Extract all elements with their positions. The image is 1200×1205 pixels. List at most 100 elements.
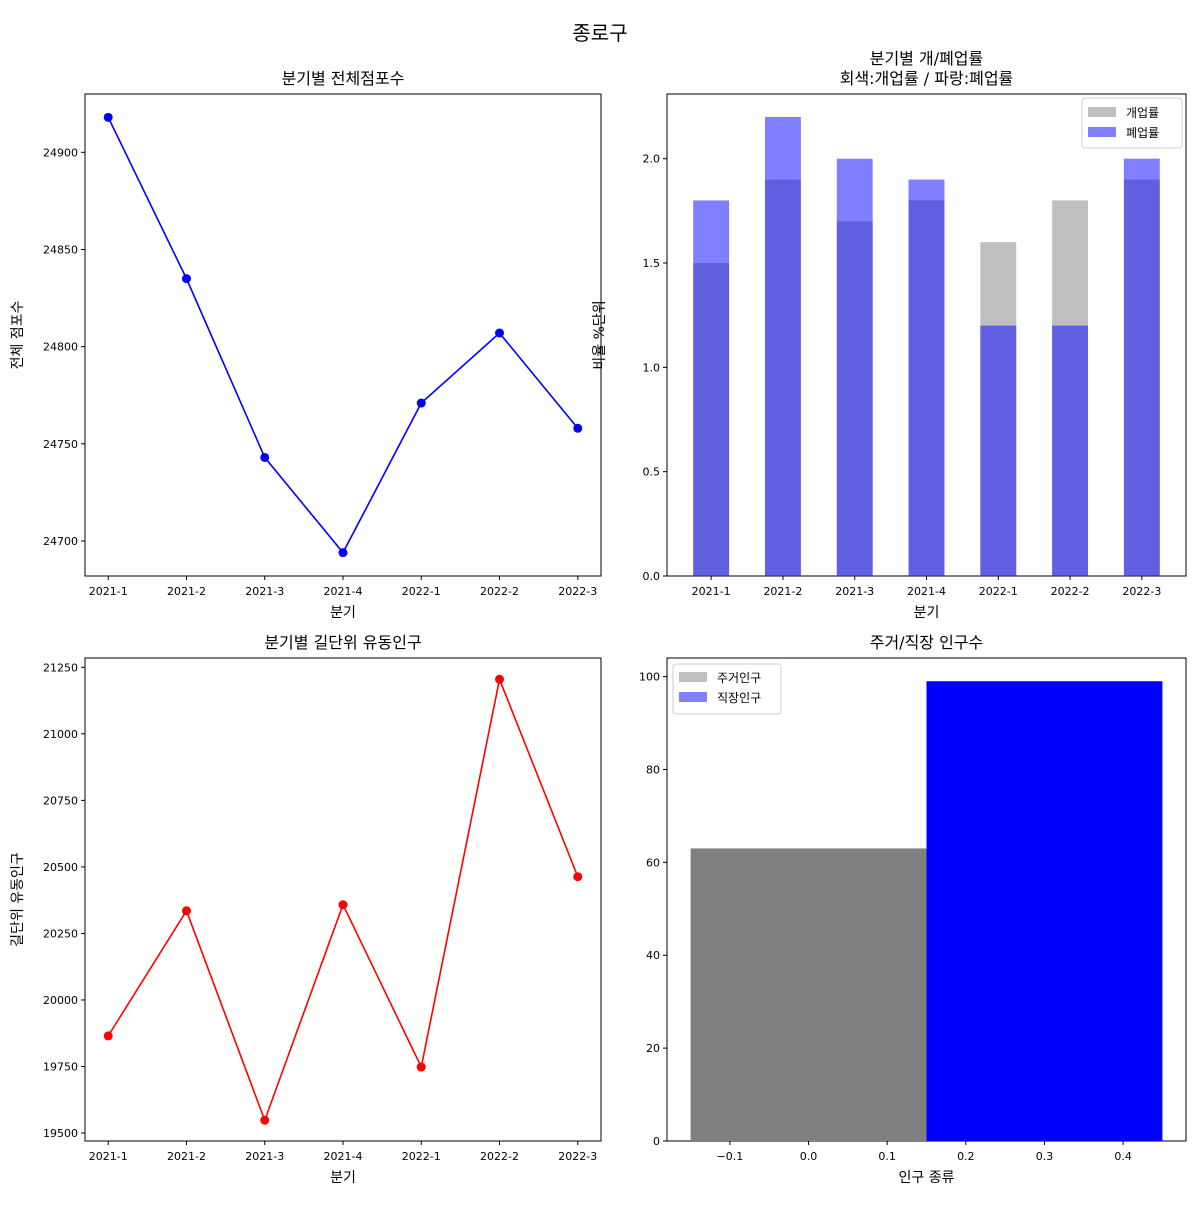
y-tick-label: 20500 — [43, 861, 78, 874]
y-tick-label: 0.5 — [643, 466, 661, 479]
y-tick-label: 80 — [646, 763, 660, 776]
data-point — [338, 900, 348, 910]
x-tick-label: 2022-2 — [480, 585, 519, 598]
bar-폐업률 — [1123, 158, 1160, 577]
y-tick-label: 24850 — [43, 243, 78, 256]
plot-frame — [84, 657, 602, 1142]
x-tick-label: 2022-2 — [480, 1150, 519, 1163]
x-tick-label: 2021-2 — [763, 585, 802, 598]
x-axis-label: 분기 — [330, 1170, 356, 1186]
data-point — [573, 872, 583, 882]
y-tick-label: 40 — [646, 949, 660, 962]
x-tick-label: 0.3 — [1036, 1150, 1054, 1163]
data-point — [260, 452, 270, 462]
data-point — [103, 112, 113, 122]
y-tick-label: 1.5 — [643, 257, 661, 270]
bar-폐업률 — [764, 116, 801, 576]
plot-frame — [84, 93, 602, 577]
x-tick-label: 0.1 — [878, 1150, 896, 1163]
x-axis-label: 분기 — [914, 605, 940, 621]
y-tick-label: 24800 — [43, 341, 78, 354]
x-tick-label: 2022-3 — [1122, 585, 1161, 598]
y-tick-label: 0 — [653, 1135, 660, 1148]
x-tick-label: 2022-1 — [402, 1150, 441, 1163]
x-tick-label: 2021-4 — [324, 1150, 363, 1163]
x-tick-label: 2022-1 — [979, 585, 1018, 598]
y-tick-label: 0.0 — [643, 570, 661, 583]
y-tick-label: 60 — [646, 856, 660, 869]
y-tick-label: 21250 — [43, 661, 78, 674]
x-tick-label: 2021-3 — [245, 1150, 284, 1163]
x-tick-label: 2022-1 — [402, 585, 441, 598]
series-line — [107, 116, 579, 555]
legend-swatch — [679, 672, 707, 682]
chart-title: 주거/직장 인구수 — [870, 633, 984, 652]
x-tick-label: 2021-4 — [324, 585, 363, 598]
x-tick-label: −0.1 — [717, 1150, 744, 1163]
series-line — [107, 676, 579, 1123]
data-point — [416, 398, 426, 408]
figure-title: 종로구 — [572, 21, 627, 45]
y-tick-label: 24700 — [43, 535, 78, 548]
x-tick-label: 2022-3 — [558, 585, 597, 598]
data-point — [260, 1115, 270, 1125]
y-tick-label: 20250 — [43, 927, 78, 940]
bar-폐업률 — [836, 158, 873, 577]
x-tick-label: 2022-3 — [558, 1150, 597, 1163]
chart-title: 분기별 길단위 유동인구 — [264, 633, 421, 652]
chart-subtitle: 회색:개업률 / 파랑:폐업률 — [840, 69, 1014, 88]
x-tick-label: 2021-2 — [167, 585, 206, 598]
x-axis-label: 분기 — [330, 605, 356, 621]
legend-label: 폐업률 — [1126, 126, 1159, 140]
x-tick-label: 2022-2 — [1051, 585, 1090, 598]
data-point — [181, 274, 191, 284]
legend-swatch — [1088, 107, 1116, 117]
x-tick-label: 2021-3 — [835, 585, 874, 598]
legend-label: 직장인구 — [717, 691, 761, 705]
legend-swatch — [1088, 127, 1116, 137]
data-point — [495, 328, 505, 338]
bar-주거인구 — [690, 848, 927, 1141]
y-tick-label: 19750 — [43, 1060, 78, 1073]
bar-폐업률 — [1052, 325, 1089, 576]
data-point — [495, 674, 505, 684]
bar-폐업률 — [980, 325, 1017, 576]
y-tick-label: 100 — [639, 671, 660, 684]
x-tick-label: 2021-1 — [692, 585, 731, 598]
y-axis-label: 길단위 유동인구 — [10, 852, 26, 947]
x-tick-label: 0.2 — [957, 1150, 975, 1163]
y-tick-label: 20750 — [43, 794, 78, 807]
y-tick-label: 24750 — [43, 438, 78, 451]
y-axis-label: 전체 점포수 — [10, 300, 26, 369]
y-axis-label: 비율 %단위 — [592, 300, 608, 369]
x-tick-label: 0.0 — [800, 1150, 818, 1163]
x-tick-label: 2021-1 — [89, 1150, 128, 1163]
data-point — [338, 548, 348, 558]
x-tick-label: 2021-1 — [89, 585, 128, 598]
x-tick-label: 0.4 — [1114, 1150, 1132, 1163]
bar-직장인구 — [926, 681, 1163, 1141]
y-tick-label: 21000 — [43, 728, 78, 741]
y-tick-label: 2.0 — [643, 153, 661, 166]
legend-label: 개업률 — [1126, 106, 1159, 120]
chart-title: 분기별 개/폐업률 — [870, 49, 984, 68]
x-tick-label: 2021-2 — [167, 1150, 206, 1163]
chart-title: 분기별 전체점포수 — [282, 69, 405, 88]
bar-폐업률 — [908, 179, 945, 576]
bar-폐업률 — [693, 200, 730, 576]
data-point — [416, 1062, 426, 1072]
x-axis-label: 인구 종류 — [899, 1170, 955, 1186]
y-tick-label: 20000 — [43, 994, 78, 1007]
legend-label: 주거인구 — [717, 671, 761, 685]
data-point — [103, 1031, 113, 1041]
y-tick-label: 24900 — [43, 146, 78, 159]
x-tick-label: 2021-4 — [907, 585, 946, 598]
